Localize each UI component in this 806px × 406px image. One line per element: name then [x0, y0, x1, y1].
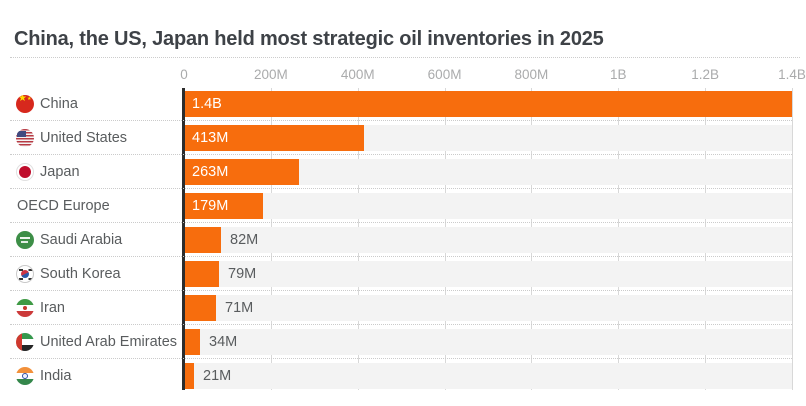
row-band	[185, 227, 792, 253]
x-axis-tick-label: 400M	[340, 67, 375, 82]
bar	[185, 159, 299, 185]
south-korea-flag-icon	[16, 265, 34, 283]
bar-value-label: 21M	[203, 368, 232, 384]
bar-value-label: 79M	[228, 266, 257, 282]
row-band	[185, 261, 792, 287]
category-label: United Arab Emirates	[40, 334, 178, 350]
china-flag-icon	[16, 95, 34, 113]
row-separator	[10, 188, 792, 189]
y-axis-zero-line	[182, 88, 185, 390]
uae-flag-icon	[16, 333, 34, 351]
row-band	[185, 193, 792, 219]
title-separator	[10, 57, 800, 58]
chart-title: China, the US, Japan held most strategic…	[14, 28, 604, 50]
bar	[185, 91, 792, 117]
bar	[185, 363, 194, 389]
bar-value-label: 71M	[225, 300, 254, 316]
row-separator	[10, 324, 792, 325]
iran-flag-icon	[16, 299, 34, 317]
bar	[185, 193, 263, 219]
bar-value-label: 179M	[192, 198, 229, 214]
bar-value-label: 1.4B	[192, 96, 222, 112]
row-band	[185, 363, 792, 389]
x-axis-tick-label: 1.4B	[778, 67, 806, 82]
x-axis-tick-label: 200M	[253, 67, 288, 82]
gridline	[792, 88, 793, 390]
category-label: India	[40, 368, 72, 384]
bar	[185, 295, 216, 321]
india-flag-icon	[16, 367, 34, 385]
saudi-arabia-flag-icon	[16, 231, 34, 249]
category-label: China	[40, 96, 78, 112]
bar-value-label: 82M	[230, 232, 259, 248]
x-axis-tick-label: 800M	[514, 67, 549, 82]
row-separator	[10, 154, 792, 155]
row-band	[185, 295, 792, 321]
bar-value-label: 413M	[192, 130, 229, 146]
category-label: Iran	[40, 300, 65, 316]
row-band	[185, 329, 792, 355]
bar-value-label: 263M	[192, 164, 229, 180]
bar	[185, 227, 221, 253]
x-axis-tick-label: 1B	[610, 67, 627, 82]
row-separator	[10, 222, 792, 223]
row-separator	[10, 120, 792, 121]
category-label: United States	[40, 130, 128, 146]
bar	[185, 261, 219, 287]
row-separator	[10, 256, 792, 257]
category-label: Japan	[40, 164, 80, 180]
category-label: South Korea	[40, 266, 121, 282]
row-separator	[10, 358, 792, 359]
bar	[185, 329, 200, 355]
category-label: OECD Europe	[17, 198, 110, 214]
category-label: Saudi Arabia	[40, 232, 123, 248]
japan-flag-icon	[16, 163, 34, 181]
x-axis-tick-label: 0	[180, 67, 188, 82]
row-separator	[10, 290, 792, 291]
bar	[185, 125, 364, 151]
x-axis-tick-label: 1.2B	[691, 67, 720, 82]
bar-value-label: 34M	[209, 334, 238, 350]
x-axis-tick-label: 600M	[427, 67, 462, 82]
us-flag-icon	[16, 129, 34, 147]
